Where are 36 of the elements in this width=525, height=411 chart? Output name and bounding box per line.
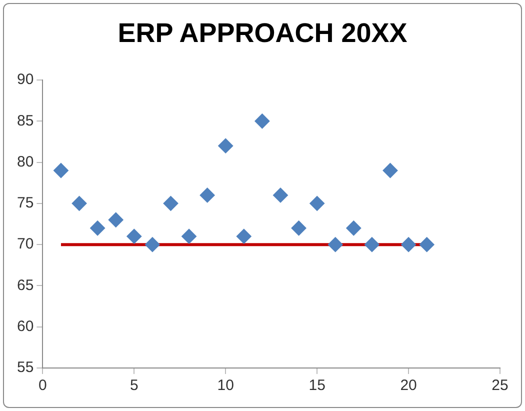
- point: [53, 163, 68, 178]
- point: [126, 228, 142, 244]
- x-tick-label: 25: [492, 377, 508, 394]
- x-tick-label: 0: [38, 377, 47, 394]
- point: [346, 220, 362, 236]
- point: [419, 237, 434, 252]
- point: [108, 212, 124, 228]
- y-tick-label: 60: [16, 318, 34, 335]
- point: [382, 163, 398, 178]
- chart-title: ERP APPROACH 20XX: [116, 18, 408, 49]
- x-tick-label: 20: [400, 377, 417, 394]
- point: [328, 237, 343, 252]
- y-tick-label: 70: [16, 236, 34, 253]
- point: [291, 220, 306, 236]
- point: [200, 188, 215, 203]
- point: [163, 196, 178, 211]
- x-tick-label: 5: [130, 377, 138, 394]
- y-tick-label: 85: [16, 112, 34, 130]
- y-tick-label: 65: [16, 276, 34, 294]
- point: [90, 220, 106, 236]
- point: [236, 228, 252, 244]
- point: [72, 196, 87, 211]
- point: [254, 114, 270, 129]
- y-tick-label: 80: [16, 153, 34, 170]
- point: [310, 196, 325, 211]
- y-tick-label: 55: [16, 359, 34, 376]
- point: [144, 237, 160, 252]
- point: [182, 228, 197, 244]
- x-tick-label: 15: [308, 377, 326, 394]
- x-tick-label: 10: [217, 377, 234, 394]
- point: [401, 237, 416, 252]
- point: [218, 138, 234, 154]
- point: [272, 188, 288, 203]
- point: [364, 237, 380, 252]
- y-tick-label: 75: [16, 194, 34, 212]
- y-tick-label: 90: [16, 71, 34, 88]
